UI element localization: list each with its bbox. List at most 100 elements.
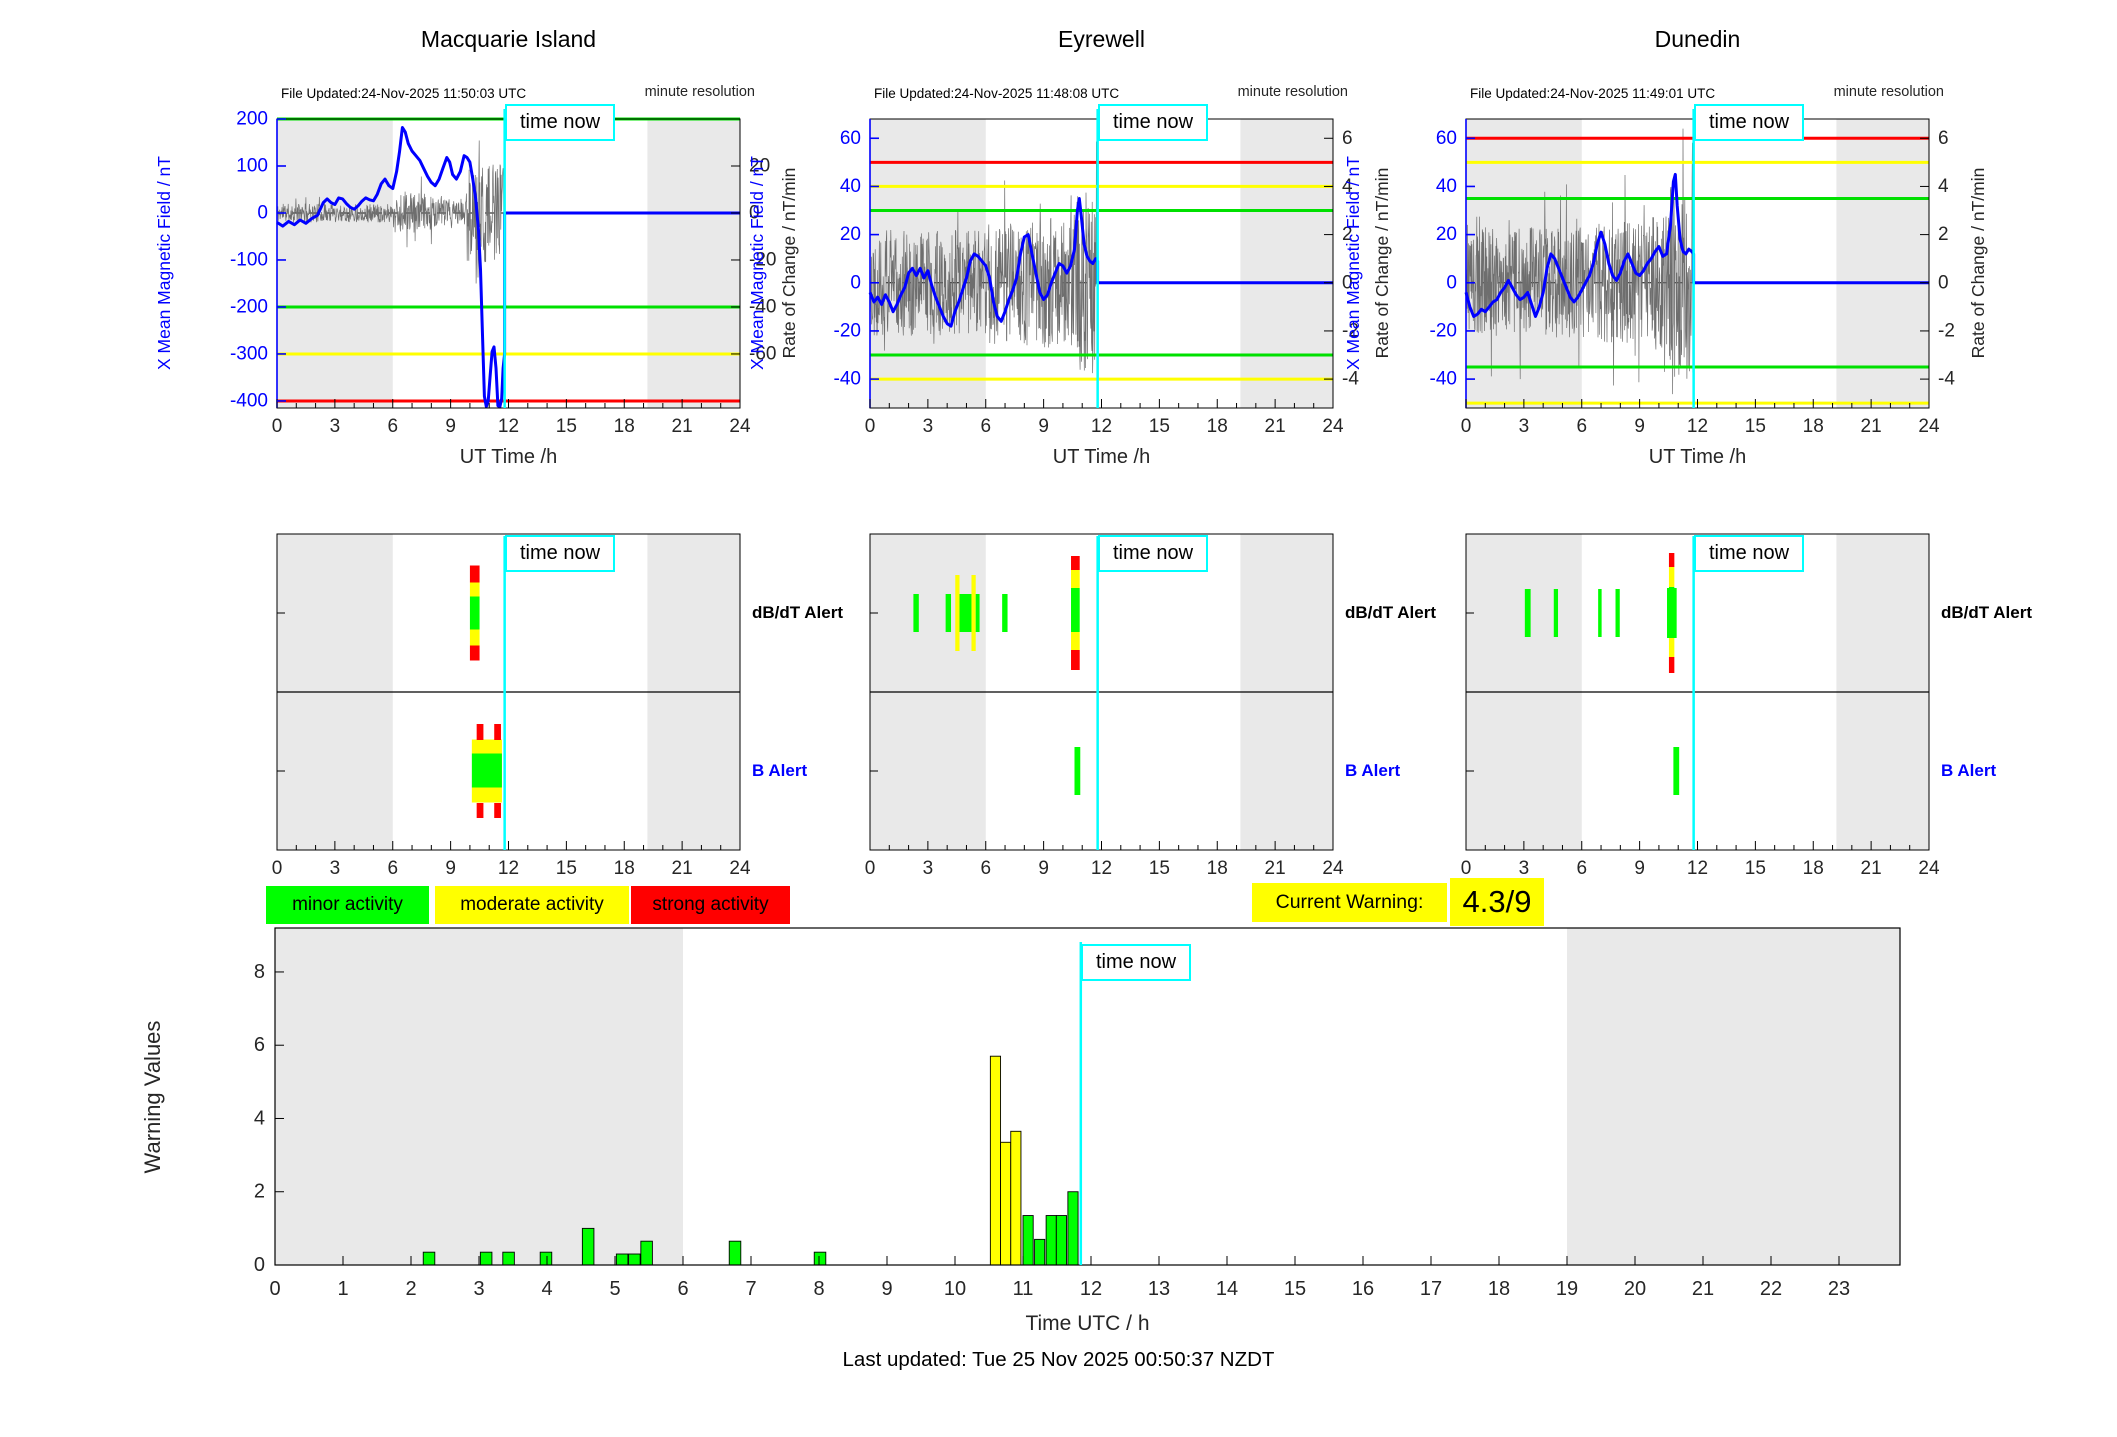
svg-text:18: 18	[1207, 416, 1228, 437]
b-alert-mark	[476, 803, 484, 818]
svg-text:-40: -40	[834, 369, 861, 390]
svg-text:8: 8	[254, 961, 265, 983]
svg-text:18: 18	[1803, 416, 1824, 437]
x-axis-label: UT Time /h	[1052, 446, 1151, 468]
warning-bar	[628, 1253, 641, 1266]
svg-text:100: 100	[236, 155, 268, 176]
svg-text:15: 15	[1745, 416, 1766, 437]
svg-text:3: 3	[923, 858, 934, 879]
x-axis-label: UT Time /h	[459, 446, 558, 468]
svg-text:12: 12	[498, 416, 519, 437]
station-alert-panel: 0 3 6 9 12 15 18 21 24	[865, 533, 1344, 879]
dbdt-alert-mark	[971, 575, 976, 651]
svg-text:0: 0	[272, 858, 283, 879]
x-axis-label: UT Time /h	[1648, 446, 1747, 468]
svg-text:7: 7	[745, 1278, 756, 1300]
svg-text:40: 40	[1436, 176, 1457, 197]
dbdt-alert-mark	[1002, 594, 1008, 632]
dbdt-alert-mark	[959, 594, 972, 632]
b-alert-mark	[494, 803, 501, 818]
time-now-flag: time now	[1081, 944, 1191, 981]
station-alert-panel: 0 3 6 9 12 15 18 21 24	[272, 533, 751, 879]
warning-bar	[728, 1240, 742, 1266]
svg-text:9: 9	[1634, 416, 1645, 437]
svg-text:15: 15	[1284, 1278, 1306, 1300]
svg-text:3: 3	[1519, 858, 1530, 879]
svg-text:4: 4	[1342, 176, 1353, 197]
warning-bar	[1067, 1191, 1079, 1266]
svg-text:40: 40	[840, 176, 861, 197]
svg-text:24: 24	[1918, 416, 1940, 437]
dbdt-alert-mark	[1667, 588, 1677, 638]
warning-values-chart: 0 1 2 3 4 5 6 7 8 9 10 11 12 13 14 15 16 17 18 19 20 21 22 2302…	[254, 927, 1901, 1300]
svg-text:60: 60	[840, 128, 861, 149]
svg-text:-300: -300	[230, 343, 268, 364]
svg-text:9: 9	[1038, 416, 1049, 437]
svg-text:12: 12	[1080, 1278, 1102, 1300]
svg-text:15: 15	[556, 416, 577, 437]
file-updated-text: File Updated:24-Nov-2025 11:48:08 UTC	[874, 86, 1120, 101]
time-now-flag: time now	[1098, 535, 1208, 572]
warning-bar	[989, 1055, 1002, 1266]
svg-text:0: 0	[1938, 272, 1949, 293]
svg-text:17: 17	[1420, 1278, 1442, 1300]
svg-text:-20: -20	[749, 249, 776, 270]
svg-text:1: 1	[337, 1278, 348, 1300]
svg-text:-60: -60	[749, 343, 776, 364]
svg-text:24: 24	[729, 858, 751, 879]
svg-text:20: 20	[1624, 1278, 1646, 1300]
b-alert-label: B Alert	[1345, 761, 1401, 780]
last-updated-text: Last updated: Tue 25 Nov 2025 00:50:37 N…	[842, 1348, 1275, 1371]
svg-text:-100: -100	[230, 249, 268, 270]
warning-bar	[1045, 1215, 1057, 1266]
svg-text:0: 0	[1461, 416, 1472, 437]
svg-text:0: 0	[272, 416, 283, 437]
rate-of-change-trace	[276, 140, 505, 284]
svg-text:21: 21	[1265, 416, 1286, 437]
svg-text:12: 12	[1091, 416, 1112, 437]
warning-bar	[1000, 1141, 1012, 1266]
dbdt-alert-mark	[1524, 589, 1531, 637]
resolution-label: minute resolution	[644, 84, 755, 100]
mean-field-trace	[1464, 172, 1929, 318]
svg-text:16: 16	[1352, 1278, 1374, 1300]
svg-text:2: 2	[1938, 224, 1949, 245]
svg-text:9: 9	[881, 1278, 892, 1300]
svg-text:12: 12	[498, 858, 519, 879]
svg-text:-200: -200	[230, 296, 268, 317]
warning-values-axis-label: Warning Values	[140, 1020, 165, 1174]
time-now-flag: time now	[505, 535, 615, 572]
svg-text:0: 0	[1461, 858, 1472, 879]
svg-text:15: 15	[1745, 858, 1766, 879]
svg-text:15: 15	[1149, 416, 1170, 437]
svg-text:3: 3	[330, 858, 341, 879]
y-axis-label-right: Rate of Change / nT/min	[779, 167, 799, 359]
dbdt-alert-mark	[955, 575, 960, 651]
dbdt-alert-mark	[1071, 556, 1080, 570]
svg-text:3: 3	[473, 1278, 484, 1300]
svg-text:6: 6	[980, 858, 991, 879]
svg-text:3: 3	[330, 416, 341, 437]
current-warning-label: Current Warning:	[1252, 883, 1447, 922]
warning-bar	[539, 1251, 553, 1266]
b-alert-mark	[1074, 747, 1081, 795]
station-top-chart: 0 3 6 9 12 15 18 21 242001000-100-200-300-400200…	[230, 109, 777, 438]
svg-text:11: 11	[1013, 1278, 1034, 1300]
svg-text:4: 4	[541, 1278, 552, 1300]
station-alert-panel: 0 3 6 9 12 15 18 21 24	[1461, 533, 1940, 879]
svg-text:0: 0	[1342, 272, 1353, 293]
svg-text:9: 9	[1038, 858, 1049, 879]
legend-minor-activity: minor activity	[266, 886, 429, 924]
svg-text:20: 20	[749, 155, 770, 176]
svg-text:2: 2	[405, 1278, 416, 1300]
b-alert-mark	[476, 724, 484, 740]
svg-text:21: 21	[672, 416, 693, 437]
svg-text:18: 18	[614, 416, 635, 437]
dbdt-alert-mark	[1553, 589, 1559, 637]
dbdt-alert-mark	[1668, 637, 1675, 657]
svg-text:21: 21	[1861, 416, 1882, 437]
warning-bar	[813, 1251, 827, 1266]
y-axis-label-left: X Mean Magnetic Field / nT	[154, 156, 174, 370]
